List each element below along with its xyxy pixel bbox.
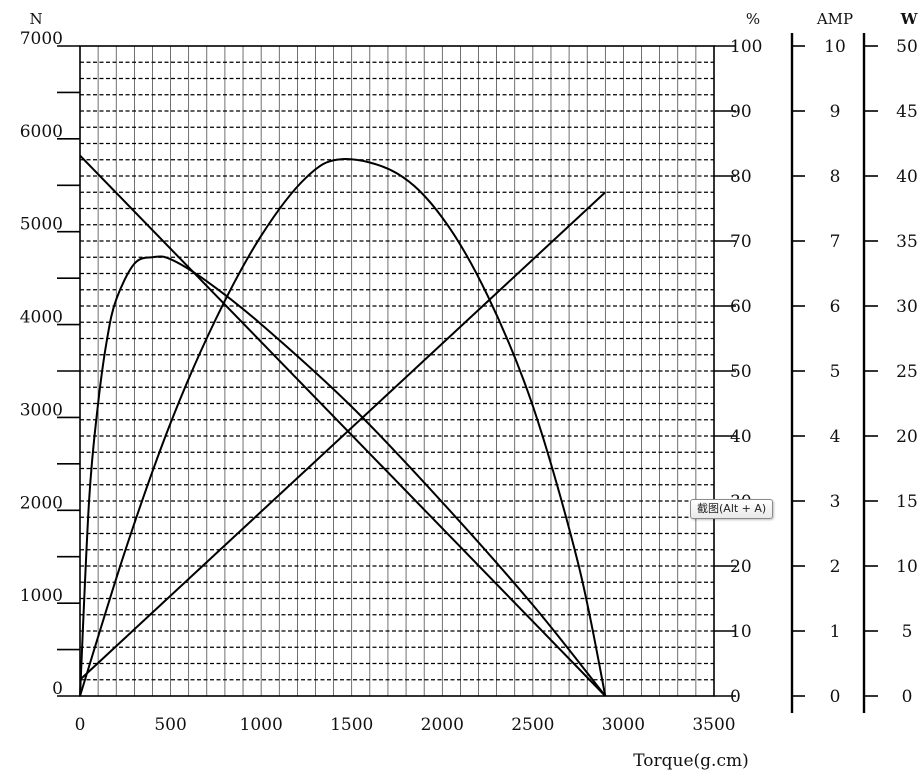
power-tick-label: 10 <box>896 557 918 577</box>
efficiency-tick-label: 20 <box>730 557 752 577</box>
power-tick-label: 45 <box>896 102 918 122</box>
power-tick-label: 35 <box>896 232 918 252</box>
x-tick-label: 500 <box>154 715 186 735</box>
current-tick-label: 7 <box>830 232 841 252</box>
left-tick-label: 5000 <box>20 215 63 235</box>
x-tick-label: 3000 <box>602 715 645 735</box>
power-tick-label: 15 <box>896 492 918 512</box>
efficiency-tick-label: 40 <box>730 427 752 447</box>
x-tick-label: 2000 <box>421 715 464 735</box>
power-tick-label: 0 <box>902 687 913 707</box>
efficiency-tick-label: 50 <box>730 362 752 382</box>
current-tick-label: 6 <box>830 297 841 317</box>
left-tick-label: 6000 <box>20 122 63 142</box>
x-tick-label: 2500 <box>511 715 554 735</box>
x-axis-label: Torque(g.cm) <box>633 751 748 771</box>
current-tick-label: 2 <box>830 557 841 577</box>
left-axis-unit: N <box>29 10 42 28</box>
efficiency-tick-label: 0 <box>730 687 741 707</box>
current-tick-label: 5 <box>830 362 841 382</box>
x-tick-label: 1000 <box>240 715 283 735</box>
curves <box>79 154 607 697</box>
current-tick-label: 1 <box>830 622 841 642</box>
left-tick-label: 4000 <box>20 308 63 328</box>
screenshot-tooltip: 截图(Alt + A) <box>690 499 774 519</box>
power-tick-label: 25 <box>896 362 918 382</box>
x-tick-label: 1500 <box>330 715 373 735</box>
left-tick-label: 7000 <box>20 29 63 49</box>
current-tick-label: 0 <box>830 687 841 707</box>
current-tick-label: 3 <box>830 492 841 512</box>
current-curve <box>79 191 606 681</box>
axes <box>57 33 878 713</box>
power-tick-label: 50 <box>896 37 918 57</box>
efficiency-tick-label: 80 <box>730 167 752 187</box>
power-axis-unit: W <box>900 10 919 28</box>
speed-curve <box>79 154 607 697</box>
efficiency-tick-label: 10 <box>730 622 752 642</box>
grid-lines <box>80 46 714 696</box>
current-tick-label: 8 <box>830 167 841 187</box>
current-tick-label: 4 <box>830 427 841 447</box>
efficiency-tick-label: 70 <box>730 232 752 252</box>
efficiency-axis-unit: % <box>746 10 760 28</box>
power-curve <box>79 158 607 697</box>
x-tick-label: 3500 <box>692 715 735 735</box>
left-tick-label: 3000 <box>20 400 63 420</box>
current-tick-label: 9 <box>830 102 841 122</box>
current-axis-unit: AMP <box>816 10 853 28</box>
plot-frame <box>79 45 715 697</box>
current-tick-label: 10 <box>824 37 846 57</box>
x-tick-label: 0 <box>75 715 86 735</box>
power-tick-label: 20 <box>896 427 918 447</box>
efficiency-tick-label: 100 <box>730 37 762 57</box>
efficiency-curve <box>79 255 607 697</box>
power-tick-label: 5 <box>902 622 913 642</box>
efficiency-tick-label: 90 <box>730 102 752 122</box>
left-tick-label: 0 <box>52 679 63 699</box>
left-tick-label: 1000 <box>20 586 63 606</box>
tick-labels: 01000200030004000500060007000N0102030405… <box>20 10 919 771</box>
power-tick-label: 40 <box>896 167 918 187</box>
efficiency-tick-label: 60 <box>730 297 752 317</box>
left-tick-label: 2000 <box>20 493 63 513</box>
power-tick-label: 30 <box>896 297 918 317</box>
